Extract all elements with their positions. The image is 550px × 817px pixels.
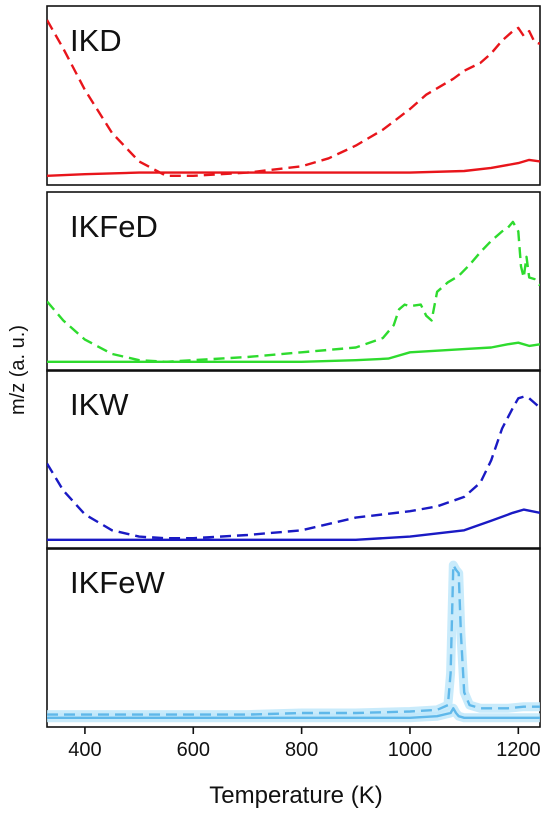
panel-label: IKD (70, 23, 122, 58)
series-line-dashed (47, 563, 540, 716)
x-tick-label: 800 (285, 739, 318, 761)
panel-frame (46, 369, 541, 550)
x-axis: 400 600 800 1000 1200 (68, 727, 541, 761)
panel-label: IKFeD (70, 209, 158, 244)
panel-frame (46, 547, 541, 728)
x-tick-label: 1200 (496, 739, 541, 761)
series-line-solid (47, 707, 540, 719)
series-line-dashed (47, 19, 540, 177)
x-tick-label: 1000 (388, 739, 433, 761)
series-line-solid (47, 158, 540, 177)
series-line-solid (47, 341, 540, 363)
panel-plot (47, 395, 540, 541)
panel-ikfew (46, 547, 541, 728)
series-line-solid (47, 508, 540, 541)
panel-label: IKW (70, 387, 129, 422)
panel-frame (46, 5, 541, 186)
panel-labels: IKD IKFeD IKW IKFeW (70, 23, 165, 600)
series-line-dashed (47, 395, 540, 540)
panel-ikd (46, 5, 541, 186)
panel-plot (47, 220, 540, 363)
y-axis-label: m/z (a. u.) (7, 325, 29, 415)
x-tick-label: 600 (177, 739, 210, 761)
panel-plot (47, 19, 540, 177)
x-axis-label: Temperature (K) (209, 782, 382, 809)
panel-frame (46, 191, 541, 372)
x-tick-label: 400 (68, 739, 101, 761)
panel-ikw (46, 369, 541, 550)
panel-ikfed (46, 191, 541, 372)
panels (46, 5, 541, 728)
panel-plot (47, 560, 540, 723)
panel-label: IKFeW (70, 565, 165, 600)
